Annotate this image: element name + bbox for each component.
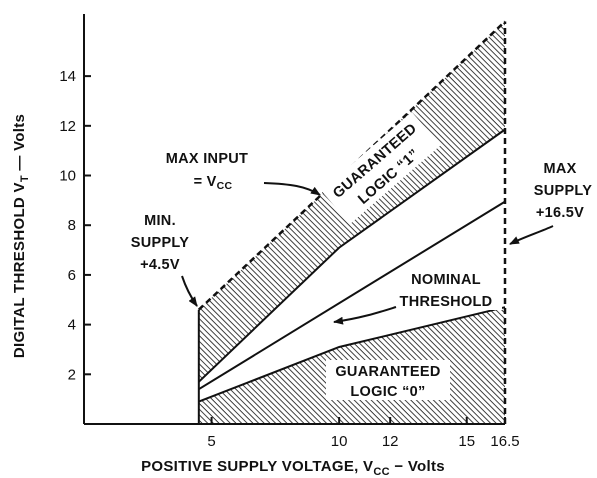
svg-text:+4.5V: +4.5V <box>140 257 180 273</box>
y-ticks: 2 4 6 8 10 12 14 <box>59 68 91 383</box>
y-tick-label: 4 <box>68 317 76 334</box>
y-tick-label: 8 <box>68 217 76 234</box>
svg-text:THRESHOLD: THRESHOLD <box>400 294 493 310</box>
x-ticks: 5 10 12 15 16.5 <box>207 417 520 450</box>
svg-text:+16.5V: +16.5V <box>536 205 584 221</box>
svg-text:MAX: MAX <box>543 161 576 177</box>
x-tick-label: 12 <box>382 433 399 450</box>
svg-text:SUPPLY: SUPPLY <box>131 235 190 251</box>
svg-text:NOMINAL: NOMINAL <box>411 272 481 288</box>
annotation-max-supply: MAX SUPPLY +16.5V <box>509 161 593 245</box>
svg-text:MIN.: MIN. <box>144 213 176 229</box>
svg-text:= VCC: = VCC <box>194 174 233 192</box>
y-axis-title: DIGITAL THRESHOLD VT — Volts <box>11 114 31 358</box>
annotation-max-input: MAX INPUT = VCC <box>166 151 321 196</box>
annotation-min-supply: MIN. SUPPLY +4.5V <box>131 213 198 307</box>
x-tick-label: 16.5 <box>490 433 519 450</box>
series-nominal-threshold <box>198 200 506 391</box>
svg-text:GUARANTEED: GUARANTEED <box>335 364 440 380</box>
series-logic-1-lower-bound <box>198 128 506 383</box>
x-tick-label: 5 <box>207 433 215 450</box>
x-tick-label: 15 <box>458 433 475 450</box>
svg-text:MAX INPUT: MAX INPUT <box>166 151 248 167</box>
y-tick-label: 2 <box>68 366 76 383</box>
svg-text:LOGIC “0”: LOGIC “0” <box>350 384 425 400</box>
series-logic-0-upper-bound <box>198 306 506 403</box>
annotation-logic-0: GUARANTEED LOGIC “0” <box>326 360 450 400</box>
y-tick-label: 14 <box>59 68 76 85</box>
y-tick-label: 6 <box>68 267 76 284</box>
x-axis-title: POSITIVE SUPPLY VOLTAGE, VCC − Volts <box>141 458 445 478</box>
y-tick-label: 10 <box>59 168 76 185</box>
annotation-nominal-threshold: NOMINAL THRESHOLD <box>333 272 502 325</box>
x-tick-label: 10 <box>331 433 348 450</box>
svg-text:SUPPLY: SUPPLY <box>534 183 593 199</box>
y-tick-label: 12 <box>59 118 76 135</box>
